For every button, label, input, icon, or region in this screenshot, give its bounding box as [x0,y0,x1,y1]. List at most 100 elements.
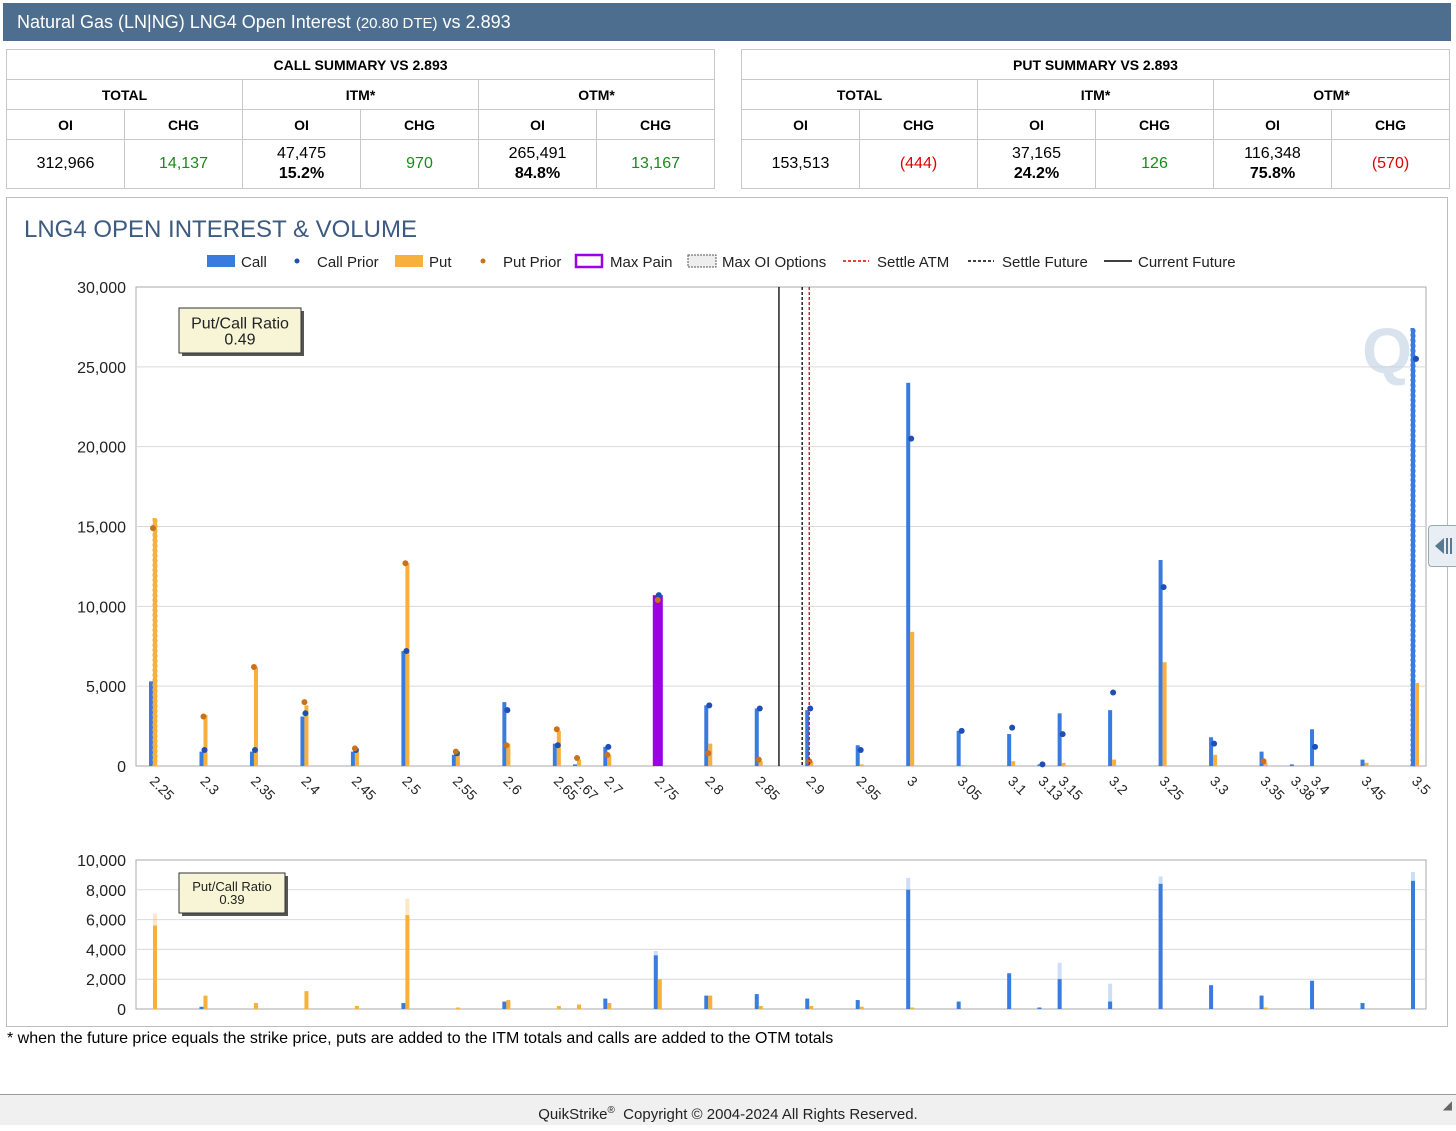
y-tick-label: 6,000 [86,913,126,930]
call-col-header: CHG [124,109,243,140]
call-bar [1037,764,1042,766]
put-bar [354,1006,359,1009]
legend-swatch [207,255,235,267]
put-prior-point [452,748,459,755]
legend-label: Max Pain [610,254,673,271]
call-prior-point [251,747,258,754]
put-bar [1162,662,1167,766]
put-bar [910,631,915,766]
call-bar [1007,973,1012,1009]
put-bar [1011,761,1016,766]
ratio-label: Put/Call Ratio [191,316,289,333]
x-tick-label: 3.3 [1207,773,1232,798]
legend-label: Current Future [1138,254,1236,271]
x-tick-label: 2.75 [652,773,683,804]
put-col-header: CHG [1095,109,1214,140]
put-bar [304,991,309,1009]
x-tick-label: 3.2 [1106,773,1131,798]
resize-grip-icon[interactable]: ◢ [1442,1098,1452,1112]
put-bar [1213,754,1218,766]
call-prior-point [1009,724,1016,731]
page-title: Natural Gas (LN|NG) LNG4 Open Interest [17,12,351,32]
footer: QuikStrike® Copyright © 2004-2024 All Ri… [0,1094,1456,1125]
put-bar [152,518,158,767]
call-prior-point [958,727,965,734]
put-bar [203,995,208,1009]
put-prior-point [755,756,762,763]
vs-label: vs [442,12,461,32]
call-summary-title: CALL SUMMARY VS 2.893 [5,49,716,80]
footnote: * when the future price equals the strik… [7,1030,834,1047]
x-tick-label: 2.6 [500,773,525,798]
put-itm-header: ITM* [977,79,1214,110]
put-itm-oi-cell: 37,165 24.2% [977,139,1096,189]
y-tick-label: 10,000 [77,599,126,616]
legend-label: Call Prior [317,254,379,271]
put-bar [405,563,410,766]
call-prior-point [1413,355,1419,362]
call-bar [1158,560,1163,766]
call-bar [502,702,507,766]
call-col-header: CHG [360,109,479,140]
footer-brand: QuikStrike [538,1106,608,1123]
legend-swatch [395,255,423,267]
put-otm-oi: 116,348 [1244,145,1301,162]
call-otm-oi-cell: 265,491 84.8% [478,139,597,189]
put-bar [556,1006,561,1009]
put-bar [657,979,662,1009]
dte-label: (20.80 DTE) [355,15,438,32]
put-bar [1263,762,1268,766]
y-tick-label: 4,000 [86,942,126,959]
call-bar [1209,985,1214,1009]
x-tick-label: 2.9 [803,773,828,798]
call-bar [1259,751,1264,766]
put-prior-point [604,751,611,758]
oi-chart-svg: LNG4 OPEN INTEREST & VOLUME Call Call Prio… [24,216,1434,1019]
put-bar [859,764,864,766]
call-prior-point [201,747,208,754]
x-tick-label: 3.45 [1358,773,1389,804]
call-bar [451,754,456,766]
call-itm-chg: 970 [360,139,479,189]
call-prior-bar [1108,983,1113,1009]
call-prior-point [706,702,713,709]
legend-label: Max OI Options [722,254,826,271]
y-tick-label: 15,000 [77,520,126,537]
put-bar [809,1006,814,1009]
put-prior-point [503,742,510,749]
call-prior-point [605,743,612,750]
call-bar [199,1006,204,1009]
put-total-oi: 153,513 [741,139,860,189]
call-bar [855,1000,860,1009]
x-tick-label: 2.8 [702,773,727,798]
y-tick-label: 2,000 [86,972,126,989]
call-prior-point [504,707,511,714]
call-itm-pct: 15.2% [278,165,325,182]
put-bar [1415,682,1419,766]
call-bar [573,764,578,766]
x-tick-label: 3.05 [955,773,986,804]
put-bar [153,925,157,1009]
call-bar [805,710,810,766]
put-bar [304,705,309,766]
put-bar [758,1006,763,1009]
y-tick-label: 20,000 [77,440,126,457]
call-prior-point [1160,584,1167,591]
side-panel-toggle[interactable] [1428,525,1456,567]
call-total-chg: 14,137 [124,139,243,189]
put-bar [809,761,814,766]
call-bar [401,1003,406,1009]
call-bar [199,751,204,766]
put-bar [1112,759,1117,766]
call-bar [1310,980,1315,1009]
call-col-header: OI [6,109,125,140]
call-bar [1057,713,1062,766]
x-tick-label: 2.95 [854,773,885,804]
call-total-oi: 312,966 [6,139,125,189]
call-bar [906,382,911,766]
put-bar [910,1007,915,1009]
put-col-header: OI [977,109,1096,140]
legend-swatch [687,254,717,268]
call-prior-point [1211,740,1218,747]
call-bar [1360,759,1365,766]
